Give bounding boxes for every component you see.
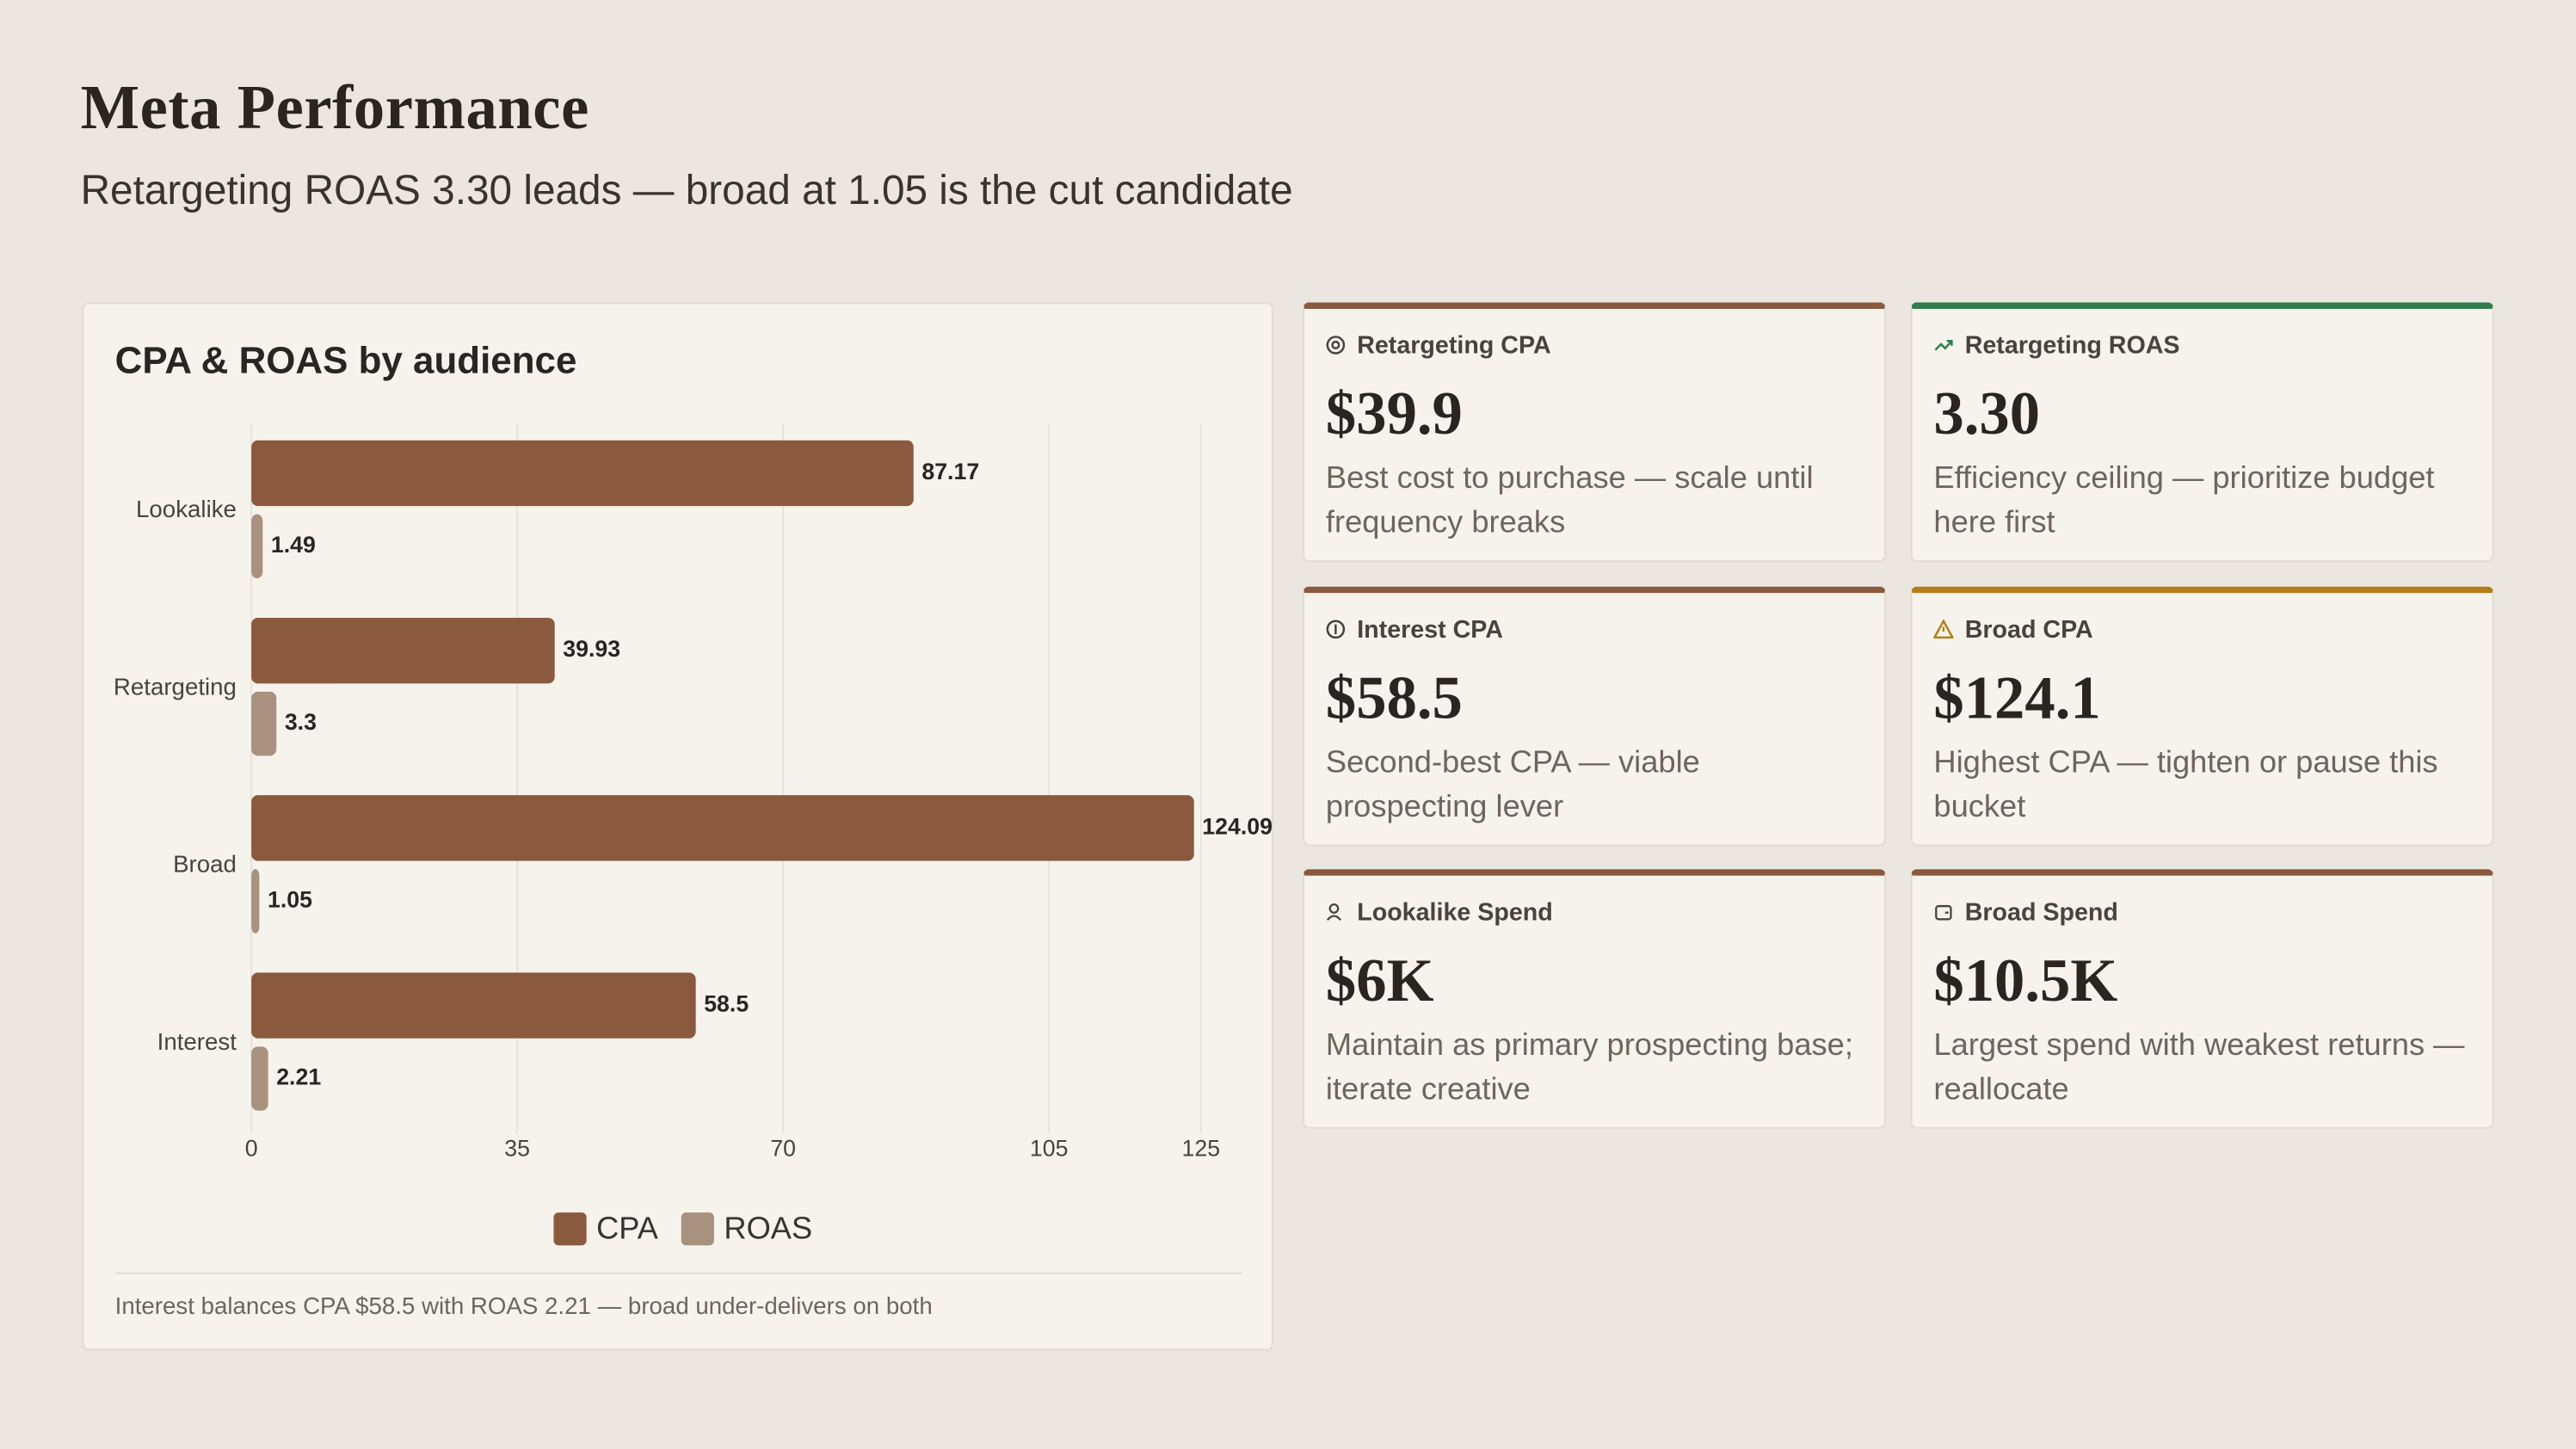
icon bbox=[1326, 336, 1346, 355]
icon bbox=[1326, 620, 1346, 639]
kpi-header: Retargeting CPA bbox=[1326, 329, 1863, 361]
kpi-label: Retargeting CPA bbox=[1357, 330, 1551, 360]
bar bbox=[251, 440, 914, 507]
legend-label: ROAS bbox=[724, 1211, 812, 1246]
value-label: 58.5 bbox=[704, 991, 749, 1017]
bar bbox=[251, 869, 260, 934]
y-tick-label: Interest bbox=[157, 1028, 237, 1055]
value-label: 1.49 bbox=[271, 532, 316, 558]
icon bbox=[1326, 903, 1341, 922]
kpi-value: $124.1 bbox=[1933, 665, 2101, 733]
x-tick-label: 70 bbox=[770, 1136, 796, 1162]
kpi-value: $39.9 bbox=[1325, 380, 1463, 449]
kpi-label: Broad Spend bbox=[1964, 897, 2118, 926]
bar bbox=[251, 691, 277, 756]
kpi-card: Broad Spend $10.5K Largest spend with we… bbox=[1910, 869, 2494, 1129]
value-label: 3.3 bbox=[285, 709, 317, 735]
legend-swatch bbox=[681, 1212, 714, 1246]
kpi-label: Retargeting ROAS bbox=[1964, 330, 2180, 360]
kpi-card: Retargeting ROAS 3.30 Efficiency ceiling… bbox=[1910, 302, 2494, 563]
kpi-header: Broad CPA bbox=[1933, 613, 2470, 645]
kpi-note: Largest spend with weakest returns — rea… bbox=[1933, 1028, 2465, 1107]
bar bbox=[251, 617, 555, 684]
legend-label: CPA bbox=[596, 1211, 659, 1246]
kpi-note: Best cost to purchase — scale until freq… bbox=[1325, 461, 1814, 541]
kpi-label: Lookalike Spend bbox=[1357, 897, 1553, 926]
kpi-header: Retargeting ROAS bbox=[1933, 329, 2470, 361]
legend-swatch bbox=[553, 1212, 587, 1246]
kpi-value: $10.5K bbox=[1933, 947, 2118, 1016]
kpi-note: Maintain as primary prospecting base; it… bbox=[1325, 1028, 1853, 1107]
x-tick-label: 35 bbox=[504, 1136, 530, 1162]
icon bbox=[1934, 339, 1953, 351]
icon bbox=[1933, 619, 1954, 639]
y-tick-label: Lookalike bbox=[136, 496, 237, 522]
x-tick-label: 0 bbox=[245, 1136, 258, 1162]
value-label: 39.93 bbox=[563, 636, 620, 662]
bar bbox=[251, 972, 696, 1039]
kpi-label: Broad CPA bbox=[1964, 615, 2093, 644]
kpi-header: Lookalike Spend bbox=[1326, 896, 1863, 928]
y-tick-label: Retargeting bbox=[114, 673, 237, 700]
kpi-header: Broad Spend bbox=[1933, 896, 2470, 928]
kpi-card: Broad CPA $124.1 Highest CPA — tighten o… bbox=[1910, 586, 2494, 847]
value-label: 2.21 bbox=[276, 1064, 321, 1090]
kpi-header: Interest CPA bbox=[1326, 613, 1863, 645]
chart-title: CPA & ROAS by audience bbox=[115, 340, 577, 382]
kpi-card: Interest CPA $58.5 Second-best CPA — via… bbox=[1303, 586, 1887, 847]
kpi-value: $58.5 bbox=[1325, 665, 1463, 733]
value-label: 124.09 bbox=[1202, 813, 1273, 839]
bar bbox=[251, 1046, 268, 1111]
bar bbox=[251, 795, 1194, 861]
page-subtitle: Retargeting ROAS 3.30 leads — broad at 1… bbox=[80, 167, 1293, 214]
value-label: 87.17 bbox=[921, 459, 979, 484]
chart: CPA & ROAS by audience 0 35 70 105 125 Lookali… bbox=[114, 340, 1273, 1320]
kpi-note: Second-best CPA — viable prospecting lev… bbox=[1325, 745, 1700, 825]
x-tick-label: 125 bbox=[1182, 1136, 1221, 1162]
page-title: Meta Performance bbox=[80, 73, 589, 144]
kpi-card: Retargeting CPA $39.9 Best cost to purch… bbox=[1303, 302, 1887, 563]
kpi-value: 3.30 bbox=[1933, 380, 2041, 449]
kpi-note: Highest CPA — tighten or pause this buck… bbox=[1933, 745, 2438, 825]
kpi-value: $6K bbox=[1325, 947, 1434, 1016]
x-tick-label: 105 bbox=[1030, 1136, 1069, 1162]
value-label: 1.05 bbox=[268, 886, 312, 912]
icon bbox=[1935, 904, 1952, 921]
chart-card: CPA & ROAS by audience 0 35 70 105 125 Lookali… bbox=[82, 302, 1273, 1351]
bar bbox=[251, 514, 263, 579]
chart-caption: Interest balances CPA $58.5 with ROAS 2.… bbox=[115, 1292, 933, 1319]
y-tick-label: Broad bbox=[173, 851, 237, 878]
kpi-note: Efficiency ceiling — prioritize budget h… bbox=[1933, 461, 2435, 541]
kpi-label: Interest CPA bbox=[1357, 615, 1503, 644]
kpi-card: Lookalike Spend $6K Maintain as primary … bbox=[1303, 869, 1887, 1129]
